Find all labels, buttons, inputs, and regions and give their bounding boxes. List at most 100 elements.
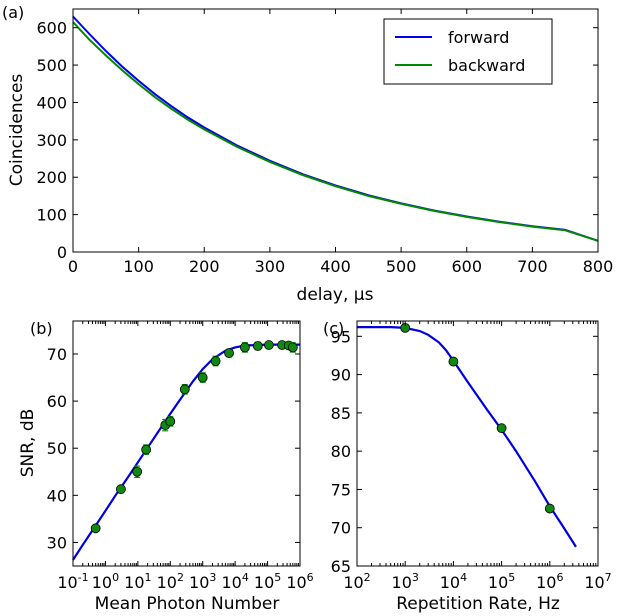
x-tick-label: 300 <box>255 257 286 276</box>
x-tick-exp: 7 <box>605 571 612 584</box>
data-point <box>264 340 274 350</box>
data-point <box>165 416 176 427</box>
y-tick-label: 40 <box>47 486 67 505</box>
y-tick-label: 300 <box>36 131 67 150</box>
y-tick-label: 50 <box>47 439 67 458</box>
x-tick-base: 10 <box>189 573 209 592</box>
x-tick-base: 10 <box>488 573 508 592</box>
x-tick-base: 10 <box>221 573 241 592</box>
panel-b-marks <box>72 340 300 561</box>
x-tick-label: 106 <box>536 571 563 592</box>
x-tick-label: 10-1 <box>57 571 88 592</box>
fit-line <box>72 343 300 561</box>
x-tick-label: 0 <box>68 257 78 276</box>
panel-a: (a) 0 100 200 300 400 500 600 0 100 200 300 400 500 6… <box>2 3 613 305</box>
x-tick-exp: 2 <box>364 571 371 584</box>
data-point <box>496 423 507 434</box>
x-tick-label: 103 <box>189 571 216 592</box>
x-tick-label: 102 <box>157 571 184 592</box>
x-tick-label: 400 <box>320 257 351 276</box>
legend-box <box>383 18 553 85</box>
x-tick-base: 10 <box>57 573 77 592</box>
data-point <box>210 356 221 366</box>
x-tick-label: 103 <box>392 571 419 592</box>
panel-c-frame <box>356 320 599 567</box>
x-tick-label: 104 <box>221 571 248 592</box>
x-tick-label: 800 <box>583 257 614 276</box>
panel-c-marks <box>357 322 577 548</box>
y-tick-label: 200 <box>36 168 67 187</box>
panel-a-legend: forward backward <box>383 18 553 85</box>
y-tick-label: 70 <box>331 519 351 538</box>
y-tick-label: 600 <box>36 19 67 38</box>
x-tick-base: 10 <box>92 573 112 592</box>
x-tick-exp: 5 <box>508 571 515 584</box>
x-tick-exp: 3 <box>209 571 216 584</box>
y-tick-label: 0 <box>57 243 67 262</box>
data-point <box>141 444 152 455</box>
x-tick-base: 10 <box>584 573 604 592</box>
x-tick-label: 700 <box>517 257 548 276</box>
panel-a-ylabel: Coincidences <box>7 74 27 187</box>
data-point <box>197 372 208 383</box>
panel-b-ylabel: SNR, dB <box>18 409 38 478</box>
x-tick-label: 105 <box>488 571 515 592</box>
x-tick-exp: 6 <box>556 571 563 584</box>
panel-b-xlabel: Mean Photon Number <box>95 594 280 614</box>
y-tick-label: 65 <box>331 557 351 576</box>
data-point <box>544 503 555 514</box>
data-point <box>448 356 459 367</box>
x-tick-label: 500 <box>386 257 417 276</box>
y-tick-label: 90 <box>331 366 351 385</box>
series-line-backward <box>72 21 599 242</box>
x-tick-exp: 3 <box>412 571 419 584</box>
fit-line <box>357 326 577 548</box>
panel-a-label: (a) <box>2 3 24 22</box>
x-tick-base: 10 <box>536 573 556 592</box>
data-point <box>90 523 101 534</box>
y-tick-label: 85 <box>331 404 351 423</box>
y-tick-label: 400 <box>36 93 67 112</box>
y-tick-label: 70 <box>47 345 67 364</box>
x-tick-base: 10 <box>254 573 274 592</box>
panel-a-xlabel: delay, μs <box>297 285 374 305</box>
data-point <box>252 341 263 351</box>
x-tick-label: 105 <box>254 571 281 592</box>
x-tick-base: 10 <box>343 573 363 592</box>
y-tick-label: 30 <box>47 533 67 552</box>
x-tick-exp: 0 <box>112 571 119 584</box>
y-tick-label: 60 <box>47 392 67 411</box>
y-tick-label: 100 <box>36 206 67 225</box>
panel-b-frame <box>72 320 301 567</box>
x-tick-base: 10 <box>286 573 306 592</box>
panel-b-label: (b) <box>30 319 53 338</box>
x-tick-exp: 4 <box>460 571 467 584</box>
x-tick-label: 600 <box>451 257 482 276</box>
y-tick-label: 500 <box>36 56 67 75</box>
y-tick-label: 95 <box>331 327 351 346</box>
x-tick-exp: 5 <box>274 571 281 584</box>
data-point <box>224 348 234 358</box>
panel-a-marks <box>72 15 599 242</box>
data-point <box>179 384 190 395</box>
x-tick-label: 107 <box>584 571 611 592</box>
x-tick-label: 200 <box>189 257 220 276</box>
panel-c-label: (c) <box>323 319 344 338</box>
x-tick-exp: -1 <box>78 571 89 584</box>
x-tick-label: 102 <box>343 571 370 592</box>
x-tick-base: 10 <box>392 573 412 592</box>
legend-forward-label: forward <box>448 28 509 47</box>
data-point <box>116 484 126 495</box>
data-point <box>240 342 250 353</box>
data-point <box>132 466 143 477</box>
x-tick-label: 100 <box>92 571 119 592</box>
x-tick-exp: 2 <box>177 571 184 584</box>
x-tick-exp: 4 <box>242 571 249 584</box>
panel-c-xlabel: Repetition Rate, Hz <box>396 594 560 614</box>
panel-a-ticks: 0 100 200 300 400 500 600 0 100 200 300 400 500 600 70… <box>36 9 613 276</box>
legend-backward-label: backward <box>448 56 525 75</box>
